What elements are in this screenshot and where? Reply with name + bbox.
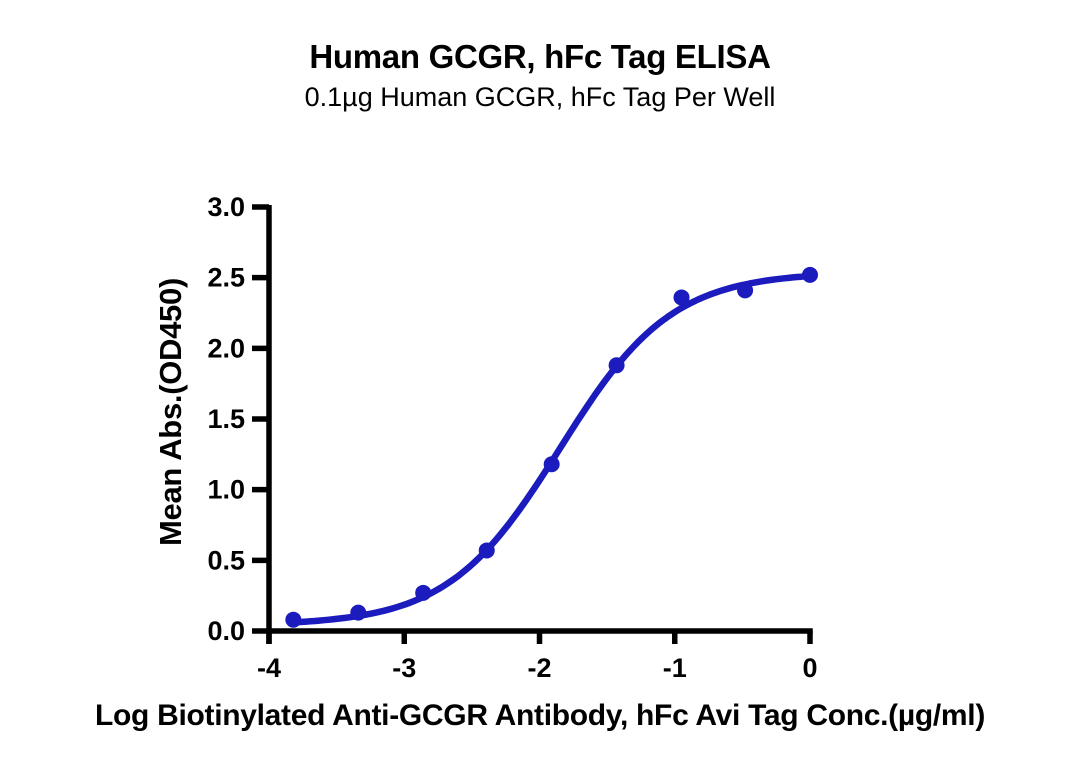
data-point xyxy=(415,584,432,601)
y-tick-label: 1.5 xyxy=(207,404,245,434)
fit-curve xyxy=(290,272,814,626)
data-point xyxy=(543,456,560,473)
y-tick-label: 0.0 xyxy=(207,616,245,646)
data-point xyxy=(608,357,625,374)
x-tick-label: -3 xyxy=(392,653,416,683)
y-tick-label: 2.0 xyxy=(207,333,245,363)
x-tick-label: -2 xyxy=(527,653,551,683)
chart-title: Human GCGR, hFc Tag ELISA xyxy=(309,38,771,75)
x-axis-title: Log Biotinylated Anti-GCGR Antibody, hFc… xyxy=(94,699,986,732)
data-point xyxy=(285,611,302,628)
y-tick-label: 3.0 xyxy=(207,192,245,222)
data-point xyxy=(673,289,690,306)
data-point xyxy=(737,282,754,299)
x-tick-label: 0 xyxy=(802,653,817,683)
data-point xyxy=(478,542,495,559)
x-tick-label: -4 xyxy=(257,653,281,683)
y-tick-label: 1.0 xyxy=(207,475,245,505)
data-point xyxy=(802,266,818,283)
chart-subtitle: 0.1µg Human GCGR, hFc Tag Per Well xyxy=(304,82,776,112)
y-tick-label: 2.5 xyxy=(207,263,245,293)
y-tick-label: 0.5 xyxy=(207,545,245,575)
data-point xyxy=(350,604,367,621)
x-tick-label: -1 xyxy=(663,653,687,683)
